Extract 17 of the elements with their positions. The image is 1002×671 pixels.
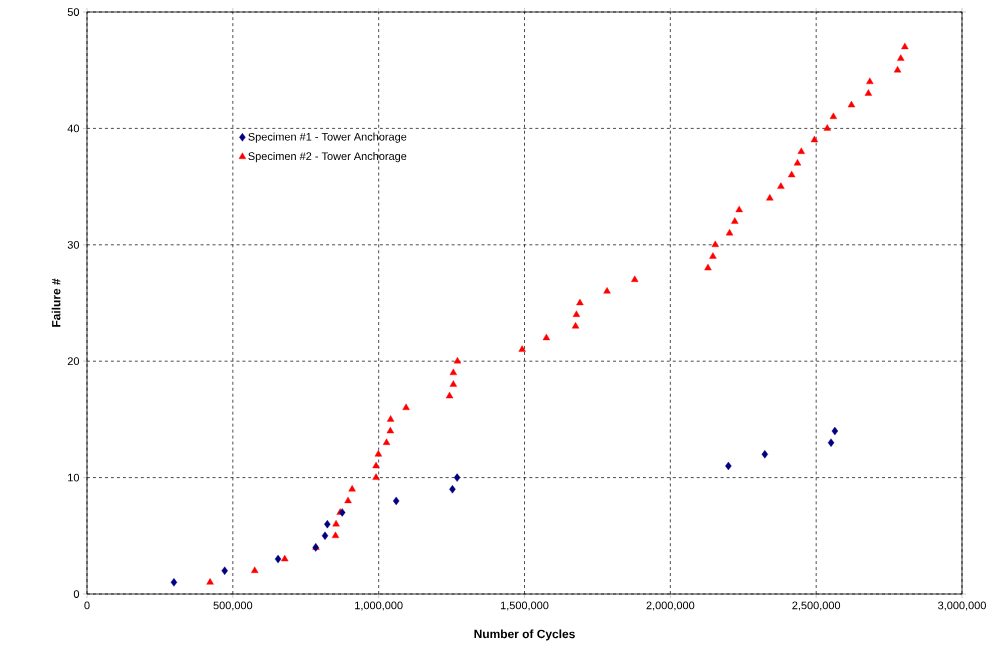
x-axis-title: Number of Cycles bbox=[474, 629, 575, 641]
legend-label: Specimen #2 - Tower Anchorage bbox=[248, 152, 407, 163]
y-tick-label: 10 bbox=[68, 473, 80, 482]
y-axis-title: Failure # bbox=[51, 278, 61, 327]
x-tick-label: 1,000,000 bbox=[355, 601, 403, 611]
y-tick-label: 40 bbox=[67, 124, 80, 133]
y-tick-label: 20 bbox=[67, 357, 80, 366]
y-tick-label: 50 bbox=[67, 8, 80, 16]
y-tick-label: 30 bbox=[67, 240, 80, 249]
legend-label: Specimen #1 - Tower Anchorage bbox=[248, 132, 407, 143]
x-tick-label: 1,500,000 bbox=[500, 601, 549, 611]
y-tick-label: 0 bbox=[73, 590, 80, 598]
x-tick-label: 3,000,000 bbox=[938, 601, 986, 611]
x-tick-label: 2,500,000 bbox=[792, 601, 841, 611]
x-tick-label: 0 bbox=[84, 601, 90, 610]
x-tick-label: 2,000,000 bbox=[646, 601, 695, 611]
x-tick-label: 500,000 bbox=[213, 601, 253, 611]
